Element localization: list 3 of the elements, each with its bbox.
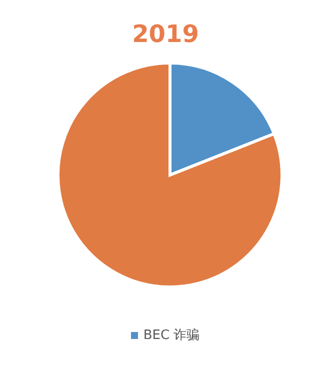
legend-label: BEC 诈骗 bbox=[143, 327, 200, 344]
pie-slice bbox=[56, 62, 284, 288]
chart-title: 2019 bbox=[131, 19, 200, 48]
